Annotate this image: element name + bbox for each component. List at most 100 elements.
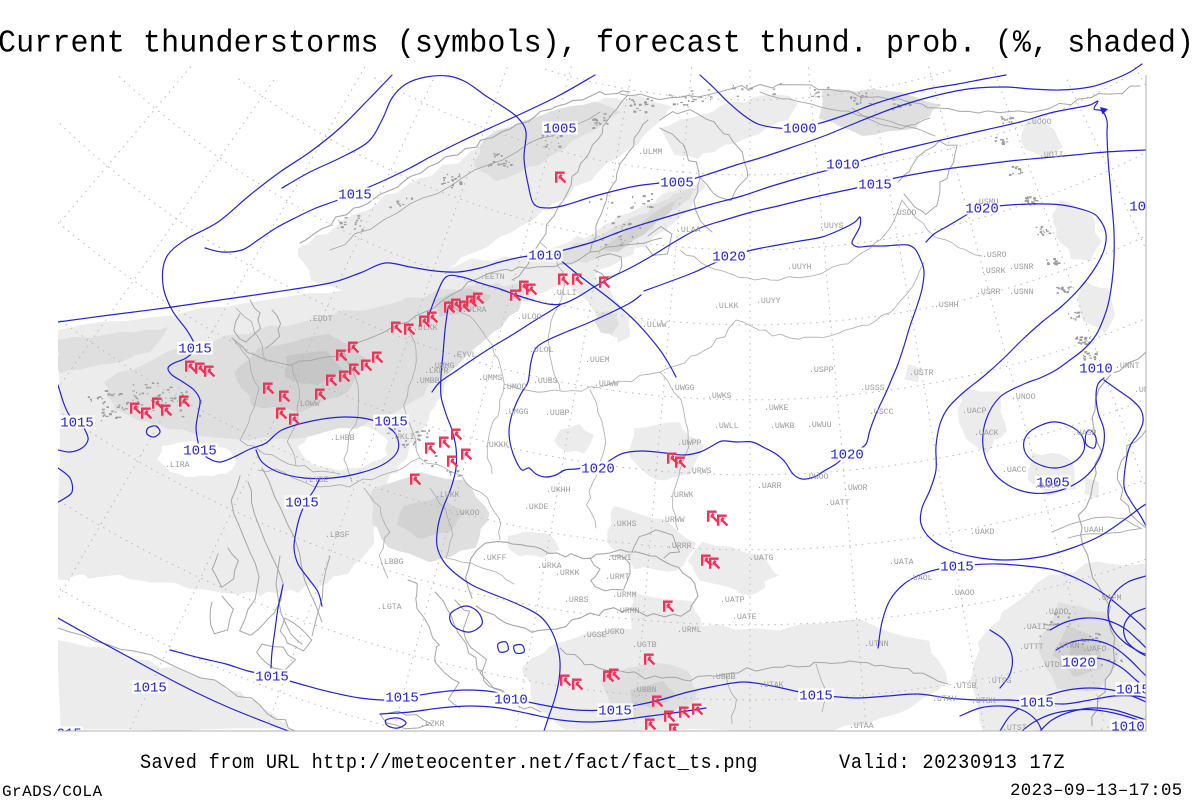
svg-text:.LUKK: .LUKK (435, 491, 460, 500)
svg-text:1015: 1015 (940, 560, 974, 576)
svg-text:.ULKK: .ULKK (714, 302, 739, 311)
svg-text:.USRO: .USRO (982, 251, 1007, 260)
svg-text:.UAFO: .UAFO (1082, 645, 1107, 654)
svg-text:.USTR: .USTR (909, 369, 934, 378)
svg-text:.UGSE: .UGSE (582, 631, 607, 640)
svg-text:.URWS: .URWS (687, 467, 712, 476)
svg-text:.UMMG: .UMMG (430, 362, 455, 371)
svg-text:.UOOO: .UOOO (1027, 118, 1052, 127)
svg-text:1010: 1010 (826, 158, 860, 174)
svg-text:.URWK: .URWK (669, 491, 694, 500)
svg-text:.UBBB: .UBBB (711, 673, 736, 682)
svg-text:.UUWW: .UUWW (594, 380, 619, 389)
svg-text:.UKDE: .UKDE (524, 503, 549, 512)
svg-text:.URRR: .URRR (667, 542, 692, 551)
svg-text:.UWOR: .UWOR (843, 484, 868, 493)
svg-text:.UTTT: .UTTT (1019, 643, 1044, 652)
svg-text:.UATA: .UATA (889, 558, 914, 567)
svg-text:.USHH: .USHH (934, 301, 959, 310)
svg-text:1010: 1010 (1129, 200, 1163, 216)
svg-text:.UUBS: .UUBS (533, 377, 558, 386)
svg-text:1020: 1020 (712, 250, 746, 266)
svg-text:1015: 1015 (374, 415, 408, 431)
svg-text:.UTNN: .UTNN (864, 640, 889, 649)
svg-text:.UKHH: .UKHH (546, 486, 571, 495)
svg-text:.UTAA: .UTAA (849, 722, 874, 731)
svg-text:.URBS: .URBS (564, 596, 589, 605)
svg-text:.UWKS: .UWKS (707, 392, 732, 401)
svg-text:1020: 1020 (1062, 656, 1096, 672)
svg-text:.UUEM: .UUEM (585, 356, 610, 365)
svg-text:.LKPR: .LKPR (424, 367, 449, 376)
svg-text:.LIRA: .LIRA (165, 461, 190, 470)
svg-text:.UKHS: .UKHS (612, 520, 637, 529)
svg-text:.UTKN: .UTKN (1055, 642, 1080, 651)
svg-text:.UARA: .UARA (1034, 482, 1059, 491)
svg-text:.UACK: .UACK (974, 429, 999, 438)
svg-text:1015: 1015 (48, 727, 82, 743)
svg-text:.URKA: .URKA (537, 562, 562, 571)
svg-text:1005: 1005 (660, 176, 694, 192)
svg-text:1015: 1015 (255, 670, 289, 686)
svg-text:.UUYS: .UUYS (819, 222, 844, 231)
svg-text:.LYBE: .LYBE (304, 476, 329, 485)
svg-text:.ULOO: .ULOO (517, 313, 542, 322)
svg-text:.UAFM: .UAFM (1097, 594, 1122, 603)
svg-text:.UASP: .UASP (1072, 429, 1097, 438)
svg-text:1015: 1015 (285, 496, 319, 512)
svg-text:.UMGG: .UMGG (504, 408, 529, 417)
svg-text:1015: 1015 (385, 691, 419, 707)
svg-text:.URMN: .URMN (615, 607, 640, 616)
svg-text:.UUYY: .UUYY (756, 297, 781, 306)
svg-text:1015: 1015 (799, 689, 833, 705)
svg-text:1015: 1015 (178, 342, 212, 358)
svg-text:.EDDT: .EDDT (308, 315, 333, 324)
svg-text:.UKOO: .UKOO (455, 509, 480, 518)
svg-text:.UTAK: .UTAK (759, 681, 784, 690)
svg-text:1015: 1015 (1020, 696, 1054, 712)
svg-text:1010: 1010 (1111, 720, 1145, 736)
svg-text:.USSS: .USSS (860, 384, 885, 393)
svg-text:1015: 1015 (598, 704, 632, 720)
svg-text:.UTDL: .UTDL (1040, 661, 1065, 670)
svg-text:.UKFF: .UKFF (482, 554, 507, 563)
svg-text:.ULWW: .ULWW (642, 321, 667, 330)
svg-text:1010: 1010 (528, 249, 562, 265)
svg-text:1005: 1005 (1036, 476, 1070, 492)
svg-text:.USRR: .USRR (976, 288, 1001, 297)
svg-text:.UMBB: .UMBB (415, 377, 440, 386)
svg-text:.UGKO: .UGKO (600, 628, 625, 637)
svg-text:.ULAA: .ULAA (676, 226, 701, 235)
svg-text:.LHBB: .LHBB (330, 434, 355, 443)
svg-text:.UADD: .UADD (1044, 608, 1069, 617)
svg-text:.USPP: .USPP (809, 366, 834, 375)
svg-text:.USCC: .USCC (869, 408, 894, 417)
svg-text:.UNOO: .UNOO (1011, 393, 1036, 402)
svg-text:.UKKK: .UKKK (484, 441, 509, 450)
svg-text:1020: 1020 (830, 448, 864, 464)
svg-text:.UACC: .UACC (1002, 466, 1027, 475)
svg-text:1005: 1005 (543, 122, 577, 138)
svg-text:.ULRA: .ULRA (462, 306, 487, 315)
svg-text:.USNR: .USNR (1009, 263, 1034, 272)
svg-text:.UWKB: .UWKB (770, 422, 795, 431)
svg-text:.USDD: .USDD (892, 209, 917, 218)
svg-text:.UWPP: .UWPP (677, 439, 702, 448)
svg-text:1015: 1015 (183, 444, 217, 460)
svg-text:.LBBG: .LBBG (379, 558, 404, 567)
svg-text:.UGTB: .UGTB (632, 641, 657, 650)
svg-text:.USRK: .USRK (981, 267, 1006, 276)
svg-text:.URML: .URML (677, 626, 702, 635)
svg-text:.LBSF: .LBSF (325, 531, 350, 540)
svg-text:.UUBP: .UUBP (545, 409, 570, 418)
svg-text:.URWI: .URWI (607, 554, 632, 563)
svg-text:.UTSS: .UTSS (987, 677, 1012, 686)
svg-text:.UAKD: .UAKD (970, 528, 995, 537)
svg-text:1015: 1015 (133, 681, 167, 697)
svg-text:.UATE: .UATE (732, 613, 757, 622)
svg-text:.UNNT: .UNNT (1115, 362, 1140, 371)
svg-text:.UOII: .UOII (1039, 151, 1064, 160)
svg-text:1015: 1015 (338, 188, 372, 204)
svg-text:.EYVL: .EYVL (452, 351, 477, 360)
svg-text:.UAOO: .UAOO (950, 589, 975, 598)
